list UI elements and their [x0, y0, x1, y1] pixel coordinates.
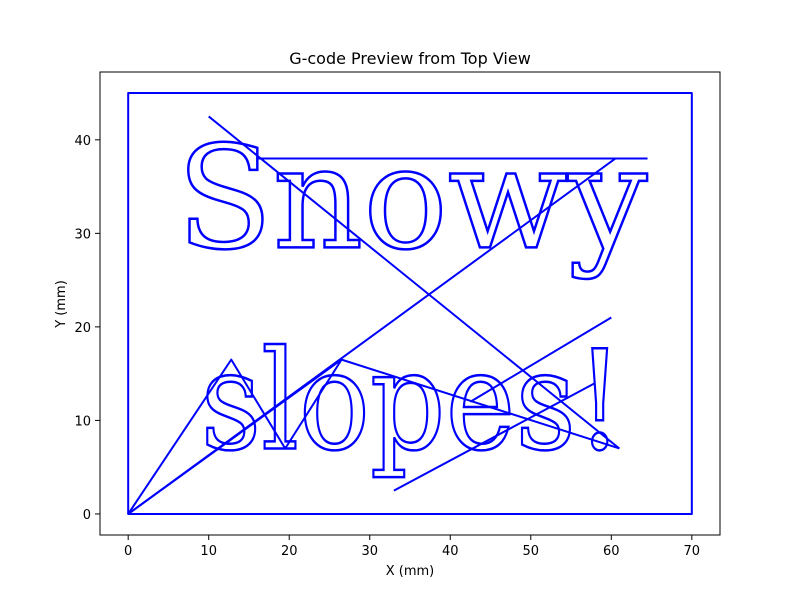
x-tick-label: 50 — [523, 544, 540, 559]
toolpath-series-2 — [208, 115, 620, 450]
x-tick-label: 40 — [442, 544, 459, 559]
x-axis-label: X (mm) — [386, 564, 435, 579]
y-tick-label: 20 — [74, 321, 91, 336]
x-tick-label: 10 — [200, 544, 217, 559]
axis-ticks: 0 10 20 30 40 50 60 70 0 10 20 30 40 — [74, 134, 700, 559]
x-tick-label: 20 — [281, 544, 298, 559]
y-tick-label: 30 — [74, 227, 91, 242]
y-tick-label: 10 — [74, 414, 91, 429]
y-axis-label: Y (mm) — [54, 280, 69, 329]
toolpath-series-4 — [469, 316, 612, 403]
y-tick-label: 40 — [74, 134, 91, 149]
x-tick-label: 60 — [603, 544, 620, 559]
toolpath-series-0 — [127, 92, 693, 515]
x-tick-label: 30 — [361, 544, 378, 559]
chart-title: G-code Preview from Top View — [289, 49, 531, 68]
toolpath-text-1: slopes! — [201, 321, 624, 481]
plot-area: Snowy slopes! — [127, 92, 693, 515]
toolpath-series-5 — [127, 157, 616, 515]
toolpath-series-3 — [393, 382, 596, 492]
toolpath-text-0: Snowy — [176, 115, 648, 281]
y-tick-label: 0 — [83, 508, 91, 523]
axes-frame — [99, 71, 721, 536]
x-tick-label: 0 — [124, 544, 132, 559]
x-tick-label: 70 — [684, 544, 701, 559]
